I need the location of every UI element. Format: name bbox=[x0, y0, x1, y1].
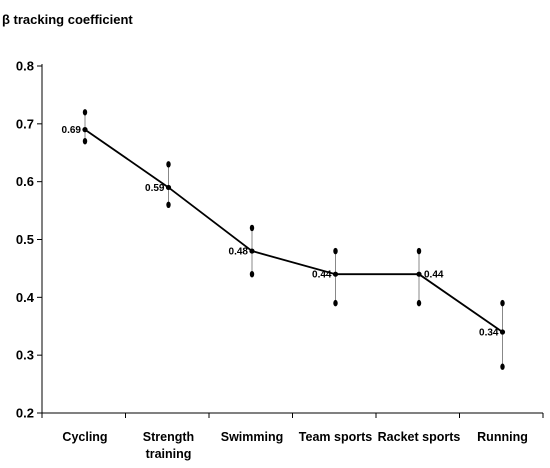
x-tick-label: Strength training bbox=[143, 430, 194, 461]
y-tick-label: 0.3 bbox=[16, 348, 34, 363]
x-tick-label: Cycling bbox=[62, 430, 107, 444]
x-tick-label-line: Running bbox=[477, 430, 528, 444]
data-label: 0.34 bbox=[479, 328, 499, 339]
x-tick-label-line: Strength bbox=[143, 430, 194, 444]
error-bar-lower-cap bbox=[416, 299, 422, 307]
error-bar-upper-cap bbox=[249, 224, 255, 232]
series-line-path bbox=[84, 128, 504, 333]
x-tick-label: Running bbox=[477, 430, 528, 444]
data-label: 0.48 bbox=[229, 247, 249, 258]
data-label: 0.44 bbox=[424, 270, 444, 281]
error-bar-lower-cap bbox=[249, 271, 255, 278]
data-label: 0.69 bbox=[62, 125, 82, 136]
x-tick-label-line: Swimming bbox=[221, 430, 284, 444]
error-bar-lower-cap bbox=[166, 201, 171, 208]
y-tick-label: 0.2 bbox=[16, 406, 34, 421]
axes bbox=[41, 64, 543, 414]
data-point bbox=[499, 329, 506, 335]
data-label: 0.44 bbox=[312, 270, 332, 281]
x-ticks: Cycling Strength training Swimming Team spor… bbox=[41, 413, 544, 461]
x-tick-label: Racket sports bbox=[378, 430, 461, 444]
error-bar-upper-cap bbox=[333, 247, 338, 255]
data-label: 0.59 bbox=[145, 183, 165, 194]
data-point bbox=[165, 184, 172, 191]
error-bar-upper-cap bbox=[500, 299, 505, 307]
x-tick-label: Swimming bbox=[221, 430, 284, 444]
series-line bbox=[84, 128, 504, 333]
y-tick-label: 0.5 bbox=[16, 232, 34, 247]
x-tick-label-line: training bbox=[146, 447, 192, 461]
y-tick-label: 0.7 bbox=[16, 116, 34, 131]
x-tick-label-line: Racket sports bbox=[378, 430, 461, 444]
x-tick-label-line: Team sports bbox=[299, 430, 372, 444]
data-point bbox=[416, 271, 422, 277]
y-tick-label: 0.6 bbox=[16, 174, 34, 189]
x-tick-label-line: Cycling bbox=[62, 430, 107, 444]
data-point bbox=[249, 248, 255, 254]
y-ticks: 0.2 0.3 0.4 0.5 0.6 0.7 0.8 bbox=[16, 59, 42, 421]
data-point bbox=[332, 271, 339, 277]
error-bar-lower-cap bbox=[500, 363, 505, 370]
y-tick-label: 0.8 bbox=[16, 59, 34, 74]
y-axis-title: β tracking coefficient bbox=[2, 12, 133, 27]
error-bar-upper-cap bbox=[82, 109, 88, 116]
data-point bbox=[82, 127, 88, 133]
data-labels: 0.69 0.59 0.48 0.44 0.44 0.34 bbox=[62, 125, 499, 338]
y-tick-label: 0.4 bbox=[16, 290, 35, 305]
error-bar-lower-cap bbox=[82, 137, 88, 145]
markers bbox=[82, 127, 506, 335]
error-bar-lower-cap bbox=[333, 299, 338, 307]
x-tick-label: Team sports bbox=[299, 430, 372, 444]
error-bar-upper-cap bbox=[166, 161, 171, 168]
error-bar-upper-cap bbox=[416, 247, 422, 255]
error-bars bbox=[82, 109, 505, 370]
